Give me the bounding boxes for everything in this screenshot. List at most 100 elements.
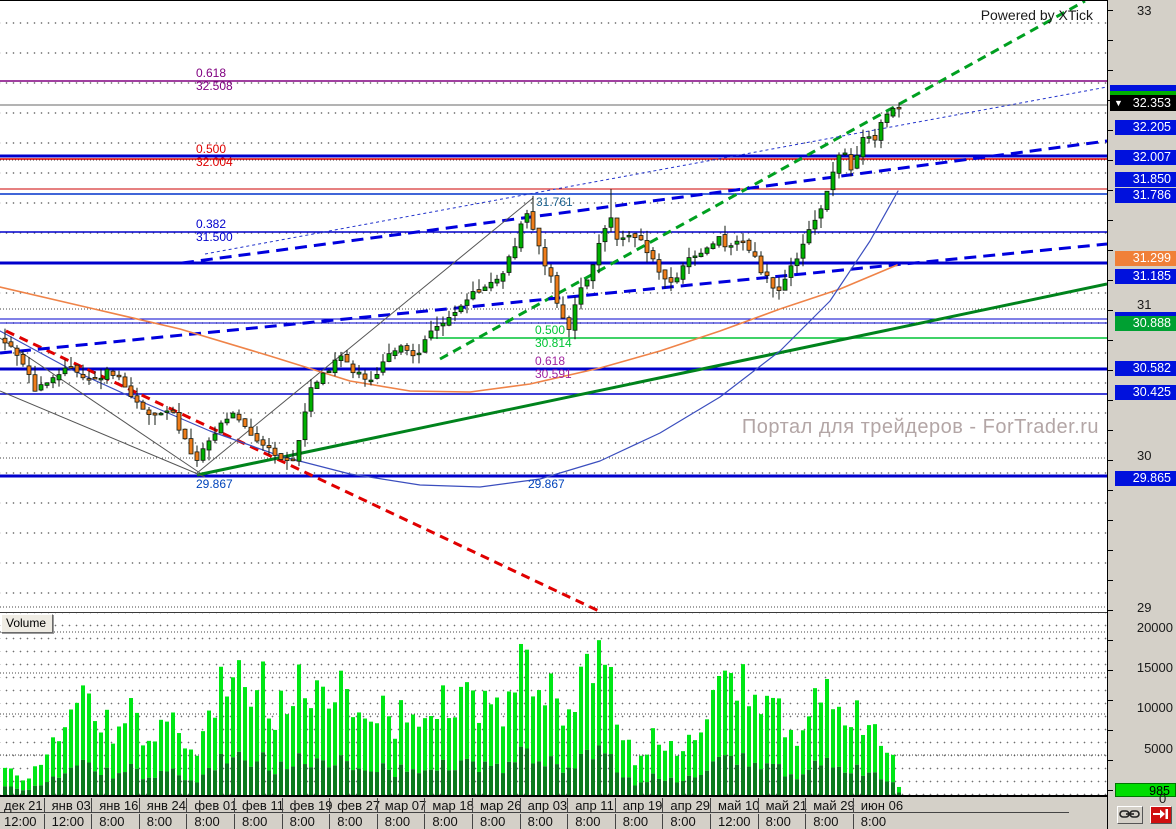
date-tick-label: мар 07 — [384, 798, 427, 813]
candle-body — [494, 278, 500, 284]
volume-bar — [75, 702, 79, 766]
volume-indicator-tab[interactable]: Volume — [1, 614, 54, 633]
fib-label: 0.618 30.591 — [535, 354, 572, 381]
candle-body — [140, 401, 146, 410]
candlestick-chart — [0, 1, 1107, 613]
volume-bar — [525, 649, 529, 749]
volume-bar-base — [555, 764, 559, 795]
volume-bar — [411, 714, 415, 770]
axis-separator — [805, 814, 807, 829]
volume-bar-base — [369, 771, 373, 795]
volume-bar — [369, 721, 373, 772]
candle-body — [200, 448, 206, 461]
go-to-latest-button[interactable] — [1150, 806, 1172, 824]
volume-bar — [597, 640, 601, 746]
time-tick-label: 8:00 — [337, 814, 363, 829]
link-button[interactable] — [1117, 806, 1143, 824]
axis-separator — [567, 814, 569, 829]
volume-bar — [729, 673, 733, 756]
candle-body — [134, 395, 140, 403]
volume-bar — [681, 751, 685, 781]
volume-bar-base — [537, 761, 541, 795]
candle-body — [668, 277, 674, 283]
date-tick-label: янв 16 — [99, 798, 139, 813]
candle-body — [698, 252, 704, 258]
time-tick-label: 8:00 — [527, 814, 553, 829]
candle-body — [218, 422, 224, 434]
candle-body — [368, 379, 374, 383]
volume-bar — [801, 730, 805, 775]
candle-body — [650, 250, 656, 260]
volume-bar — [267, 718, 271, 771]
volume-bar-base — [741, 753, 745, 795]
volume-bar-base — [111, 778, 115, 795]
pane-divider — [0, 795, 1107, 797]
volume-bar — [63, 727, 67, 774]
price-level-badge: 31.786 — [1115, 188, 1176, 203]
volume-bar-base — [873, 772, 877, 795]
price-axis-panel[interactable]: 33 31 30 29 20000 15000 10000 5000 32.205 32.007 3… — [1107, 0, 1176, 829]
candle-body — [428, 330, 434, 339]
candle-body — [836, 154, 842, 174]
volume-bar-base — [789, 774, 793, 795]
volume-bar-base — [63, 773, 67, 795]
volume-bar-base — [519, 746, 523, 795]
volume-bar-base — [513, 762, 517, 795]
axis-separator — [376, 798, 378, 812]
volume-bar-base — [375, 772, 379, 795]
date-tick-label: фев 27 — [337, 798, 381, 813]
volume-pane[interactable]: Volume — [0, 612, 1107, 795]
volume-bar — [891, 754, 895, 783]
volume-bar — [15, 775, 19, 789]
volume-bar — [855, 700, 859, 765]
volume-bar — [249, 706, 253, 767]
time-tick-label: 8:00 — [384, 814, 411, 829]
axis-separator — [424, 798, 426, 812]
volume-bar — [687, 734, 691, 776]
axis-separator — [805, 798, 807, 812]
volume-bar-base — [867, 772, 871, 795]
candle-body — [338, 355, 344, 362]
date-tick-label: апр 03 — [527, 798, 568, 813]
volume-bar — [795, 745, 799, 780]
volume-bar-base — [777, 764, 781, 795]
volume-bar-base — [81, 759, 85, 795]
axis-tick — [1108, 730, 1113, 731]
price-level-badge: 31.850 — [1115, 172, 1176, 187]
volume-bar — [645, 754, 649, 783]
volume-bar — [717, 675, 721, 757]
price-chart-pane[interactable]: Powered by XTick Портал для трейдеров - … — [0, 0, 1107, 613]
volume-bar — [177, 733, 181, 776]
volume-bar — [771, 697, 775, 764]
candle-body — [710, 243, 716, 249]
volume-bar-base — [615, 772, 619, 795]
axis-tick — [1108, 130, 1113, 131]
volume-bar-base — [435, 770, 439, 795]
volume-bar — [633, 765, 637, 786]
time-tick-label: 8:00 — [575, 814, 601, 829]
axis-separator — [329, 798, 331, 812]
candle-body — [464, 299, 470, 306]
candle-body — [116, 374, 122, 378]
candle-body — [830, 171, 836, 191]
price-level-badge: 31.185 — [1115, 269, 1176, 284]
volume-bar — [591, 683, 595, 760]
green-uptrend-dashed — [439, 1, 1086, 361]
axis-separator — [757, 798, 759, 812]
volume-bar — [171, 712, 175, 769]
volume-bar — [471, 690, 475, 762]
volume-bar — [321, 686, 325, 761]
candle-body — [644, 240, 650, 254]
hidden-level-badge — [1110, 85, 1176, 91]
candle-body — [572, 304, 578, 331]
volume-bar — [315, 680, 319, 759]
time-axis[interactable]: дек 21 12:00 янв 03 12:00 янв 16 8:00 янв 24 8:… — [0, 797, 1107, 829]
volume-bar-base — [795, 779, 799, 795]
candle-body — [884, 113, 890, 123]
volume-bar-base — [345, 761, 349, 795]
axis-separator — [186, 814, 188, 829]
axis-tick — [1108, 580, 1113, 581]
volume-bar — [333, 702, 337, 766]
fib-label: 0.500 32.004 — [196, 142, 233, 169]
